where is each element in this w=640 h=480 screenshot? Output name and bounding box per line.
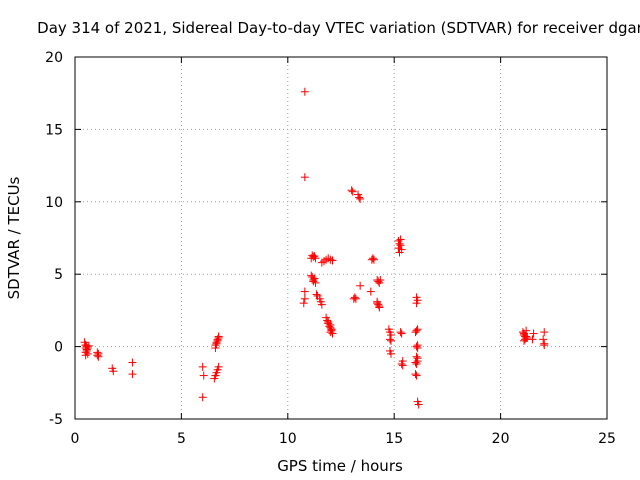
data-point [319,257,328,266]
data-point [397,359,406,368]
data-point [328,256,337,265]
data-point [396,235,405,244]
data-point [539,335,548,344]
data-point [356,281,365,290]
data-point [81,348,90,357]
data-point [414,400,423,409]
data-point [356,194,365,203]
data-point [214,362,223,371]
data-point [311,254,320,263]
data-point [326,320,335,329]
data-point [387,349,396,358]
axis-ticks: 0 5 10 15 20 25 -5 0 5 10 15 20 [45,50,616,447]
data-point [311,278,320,287]
data-point [374,277,383,286]
data-point [198,362,207,371]
data-point [128,358,137,367]
data-point [199,371,208,380]
data-point [317,258,326,267]
y-tick-label: -5 [49,412,63,428]
data-point [367,255,376,264]
chart-title: Day 314 of 2021, Sidereal Day-to-day VTE… [37,19,640,37]
y-tick-label: 5 [54,267,63,283]
data-point [412,299,421,308]
y-axis-label: SDTVAR / TECUs [5,176,23,299]
data-point [351,294,360,303]
data-point [309,252,318,261]
data-point [398,361,407,370]
grid-lines [75,57,607,419]
data-point [300,287,309,296]
data-point [366,287,375,296]
data-point [214,333,223,342]
data-point [93,351,102,360]
data-point [300,87,309,96]
y-tick-label: 0 [54,340,63,356]
data-point [328,329,337,338]
data-point [387,336,396,345]
data-point [413,344,422,353]
data-point [373,299,382,308]
data-point [412,371,421,380]
data-point [300,294,309,303]
data-points [80,87,549,409]
data-point [368,254,377,263]
data-point [395,248,404,257]
data-point [198,393,207,402]
y-tick-label: 20 [45,50,63,66]
data-point [109,367,118,376]
plot-frame [74,56,608,420]
data-point [395,239,404,248]
data-point [412,342,421,351]
data-point [411,358,420,367]
data-point [300,173,309,182]
data-point [211,344,220,353]
x-tick-label: 5 [177,431,186,447]
x-tick-label: 15 [385,431,403,447]
y-tick-label: 10 [45,195,63,211]
data-point [540,341,549,350]
data-point [355,193,364,202]
data-point [540,328,549,337]
data-point [317,300,326,309]
y-tick-label: 15 [45,122,63,138]
data-point [327,325,336,334]
x-tick-label: 10 [279,431,297,447]
data-point [299,299,308,308]
x-tick-label: 25 [598,431,616,447]
data-point [529,329,538,338]
data-point [128,370,137,379]
data-point [412,352,421,361]
data-point [413,357,422,366]
data-point [412,326,421,335]
data-point [84,341,93,350]
data-point [411,370,420,379]
data-point [375,303,384,312]
data-point [307,271,316,280]
data-point [347,186,356,195]
data-point [394,244,403,253]
data-point [528,335,537,344]
data-point [350,293,359,302]
data-point [520,336,529,345]
data-point [411,328,420,337]
data-point [376,275,385,284]
data-point [309,277,318,286]
x-axis-label: GPS time / hours [277,457,403,475]
data-point [522,332,531,341]
data-point [397,329,406,338]
data-point [326,255,335,264]
data-point [348,187,357,196]
data-point [94,349,103,358]
data-point [396,328,405,337]
x-tick-label: 20 [492,431,510,447]
data-point [385,335,394,344]
data-point [324,254,333,263]
data-point [312,290,321,299]
x-tick-label: 0 [71,431,80,447]
